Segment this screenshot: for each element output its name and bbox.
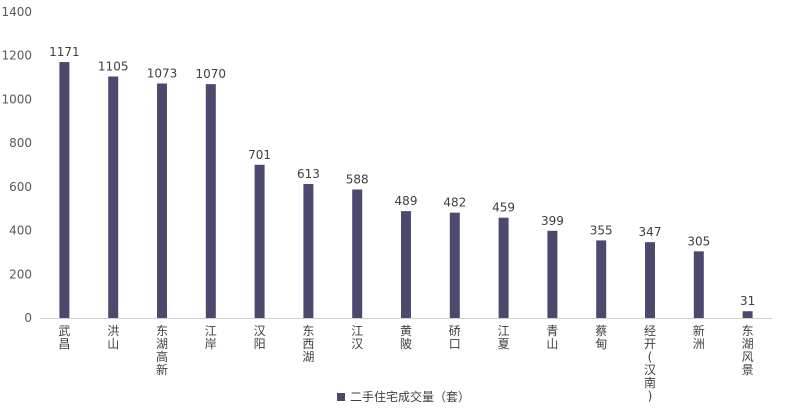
legend-label: 二手住宅成交量（套） [350,389,470,404]
data-labels: 1171 1105 1073 1070 701 613 588 489 482 459 399 355… [49,45,755,308]
y-tick-label: 200 [9,267,32,281]
bar [108,76,119,318]
bars [59,62,753,318]
bar [401,211,411,318]
bar [352,189,363,318]
x-tick-label: 新洲 [693,323,705,351]
x-tick-label: 江汉 [351,324,363,351]
x-tick-label: 青山 [546,324,558,351]
y-tick-label: 1200 [1,49,32,63]
bar [498,217,509,318]
y-tick-label: 1000 [1,92,32,106]
x-tick-label: 经开(汉南) [644,324,656,403]
bar [157,83,167,318]
bar [742,311,753,318]
bar [449,212,460,318]
y-tick-label: 1400 [1,5,32,19]
data-label: 347 [639,225,662,239]
bar [693,251,704,318]
bar [59,62,70,318]
x-tick-label: 江夏 [498,324,510,351]
x-tick-label: 黄陂 [400,324,412,351]
data-label: 459 [492,201,515,215]
data-label: 1105 [98,59,129,73]
bar [645,242,655,318]
bar [254,164,265,318]
x-tick-label: 东湖高新 [156,324,168,377]
data-label: 305 [687,234,710,248]
legend-swatch [337,393,345,401]
data-label: 31 [740,294,755,308]
bar [596,240,607,318]
y-tick-label: 0 [24,311,32,325]
x-tick-label: 洪山 [107,324,119,351]
x-tick-label: 武昌 [58,324,70,351]
y-axis: 0 200 400 600 800 1000 1200 1400 [1,5,32,325]
y-tick-label: 400 [9,224,32,238]
x-tick-label: 汉阳 [254,324,266,351]
bar [205,84,216,318]
y-tick-label: 600 [9,180,32,194]
data-label: 613 [297,167,320,181]
bar [303,184,314,318]
data-label: 399 [541,214,564,228]
y-tick-label: 800 [9,136,32,150]
x-tick-label: 硚口 [449,324,461,351]
data-label: 355 [590,223,613,237]
data-label: 1171 [49,45,80,59]
data-label: 482 [443,196,466,210]
x-tick-label: 蔡甸 [595,324,607,351]
legend: 二手住宅成交量（套） [337,389,470,404]
data-label: 1070 [196,67,227,81]
x-tick-label: 江岸 [205,324,217,351]
data-label: 701 [248,148,271,162]
data-label: 1073 [147,66,178,80]
x-tick-label: 东湖风景 [742,324,754,377]
x-tick-label: 东西湖 [302,324,314,364]
x-axis-labels: 武昌 洪山 东湖高新 江岸 汉阳 东西湖 江汉 黄陂 硚口 江夏 青山 蔡甸 经开(汉南) 新洲 东湖风景 [58,323,753,403]
data-label: 489 [395,194,418,208]
data-label: 588 [346,172,369,186]
bar [547,230,558,318]
